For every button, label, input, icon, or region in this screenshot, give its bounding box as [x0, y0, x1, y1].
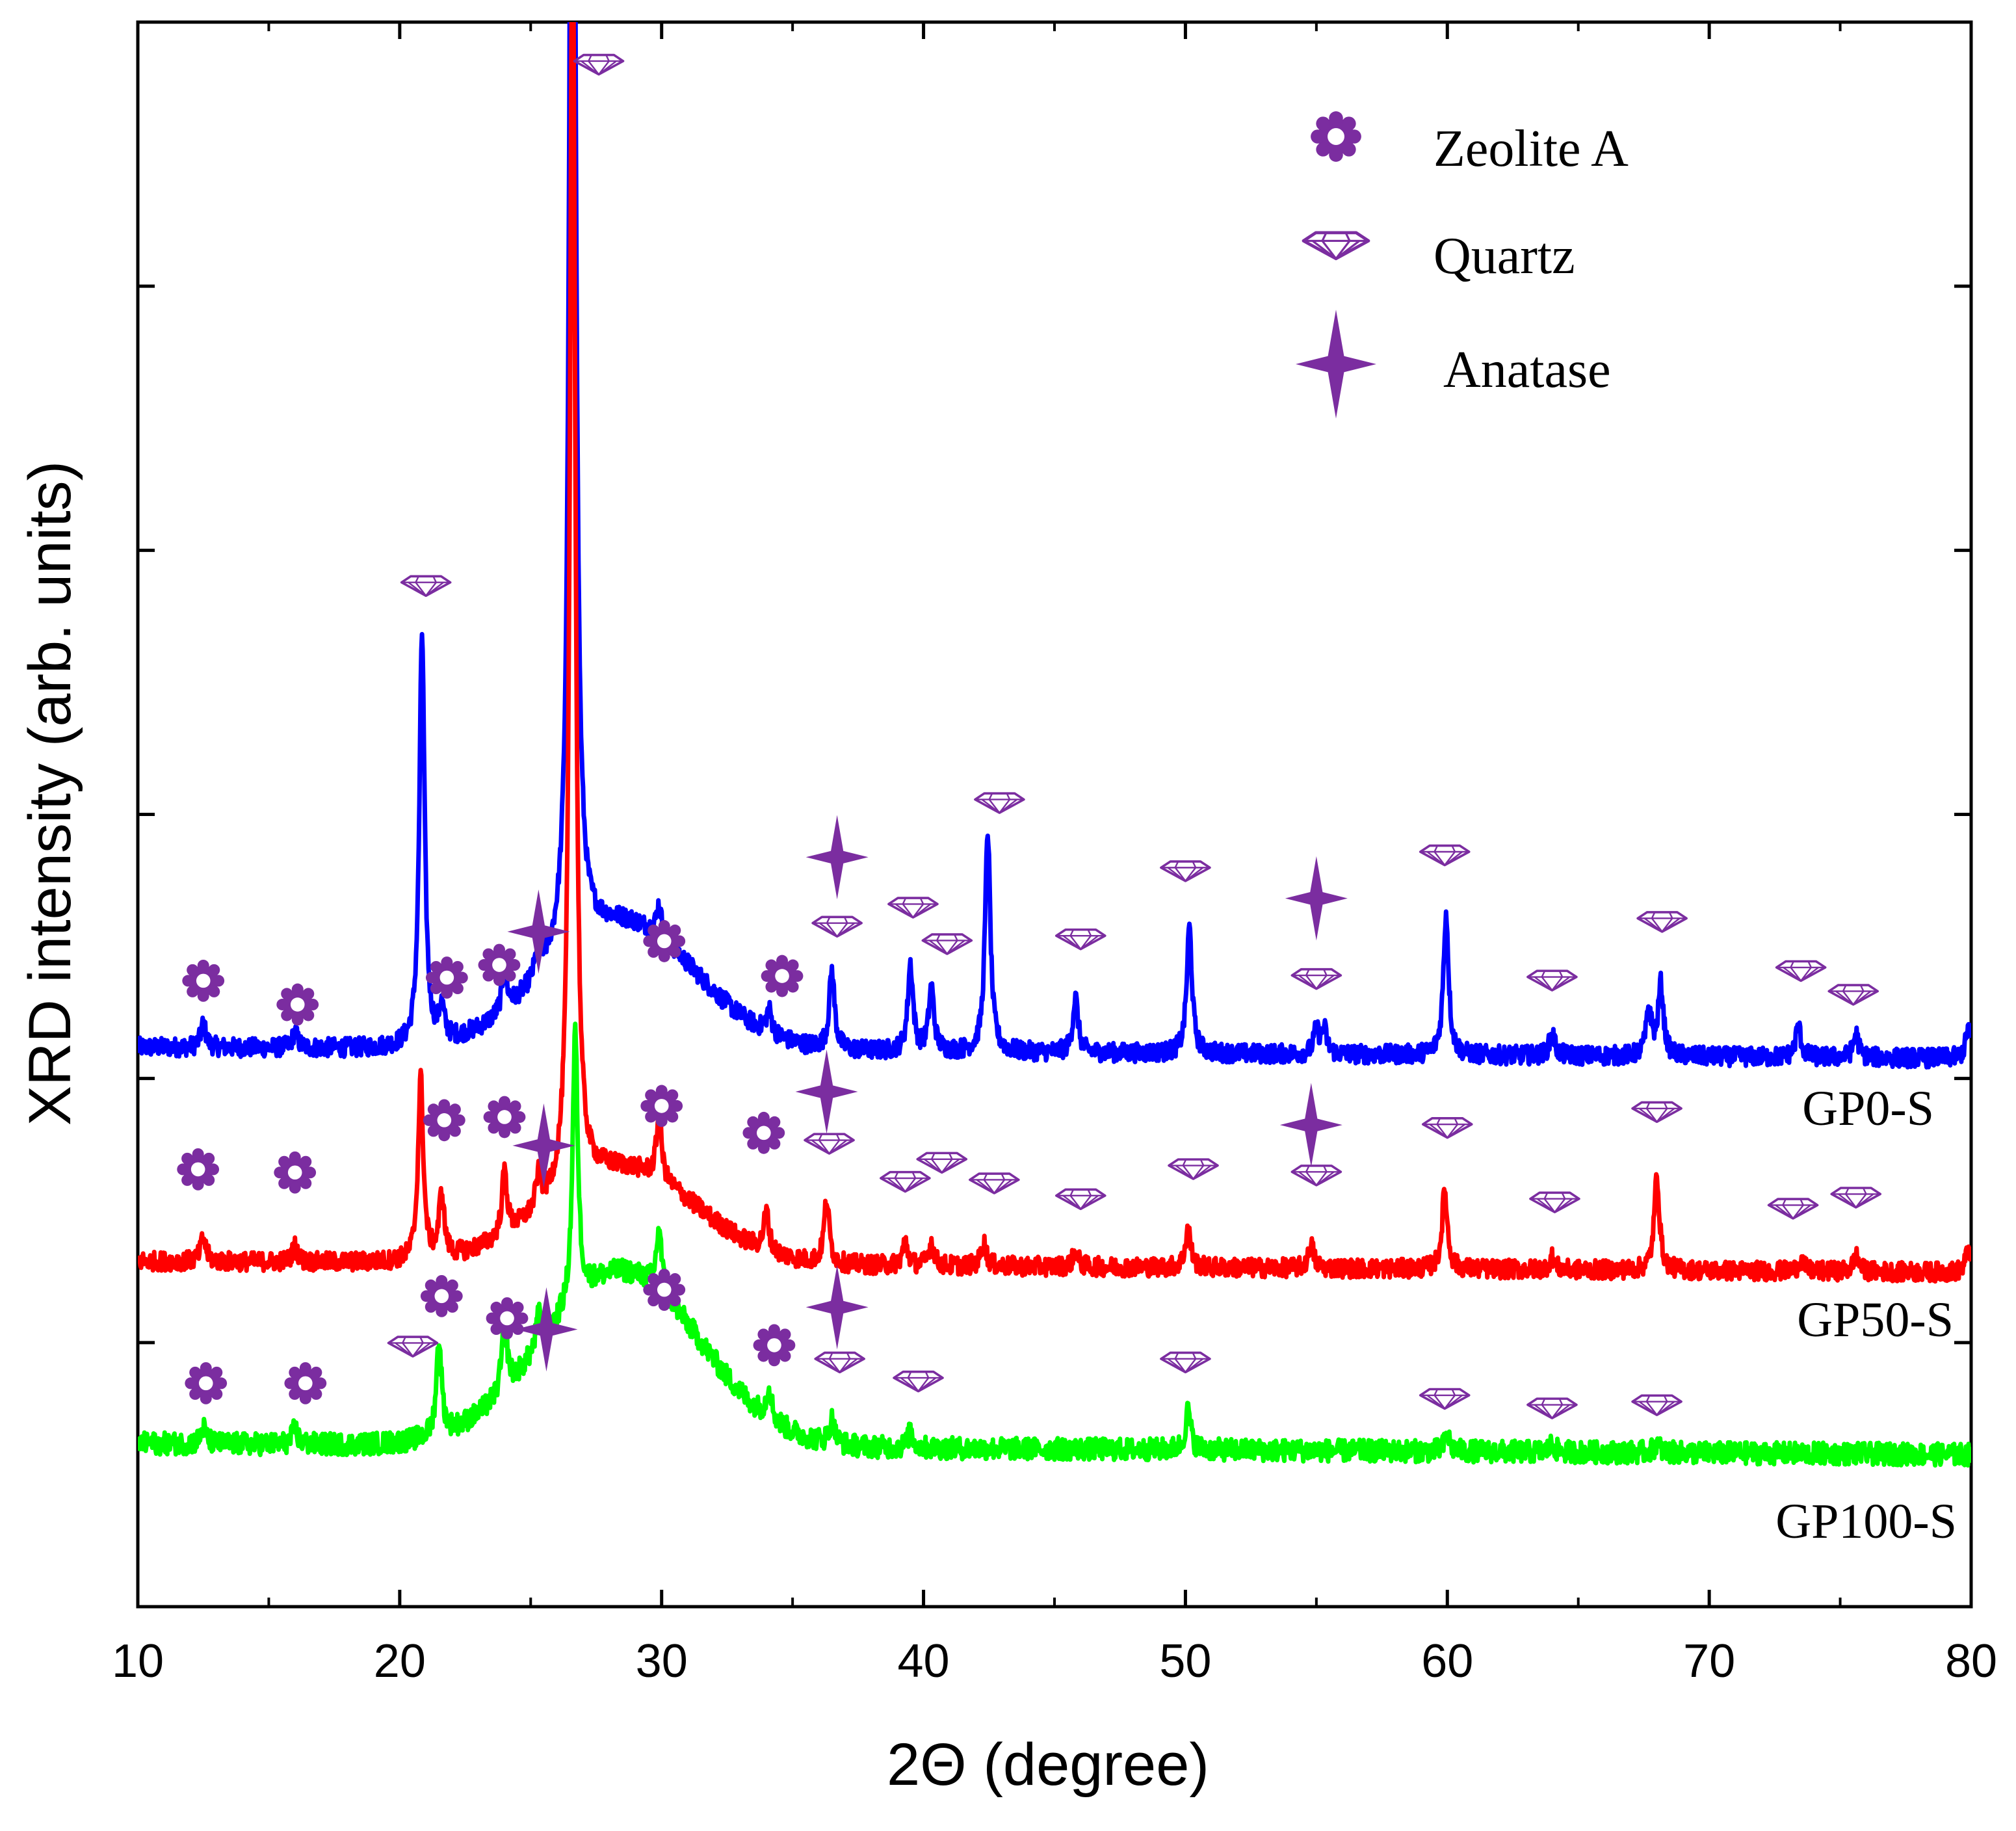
legend-markers: [1296, 111, 1376, 419]
gear-icon: [185, 1362, 228, 1404]
legend: Zeolite A Quartz Anatase: [1296, 111, 1629, 419]
star-icon: [805, 1265, 869, 1350]
diamond-icon: [387, 1336, 439, 1358]
series-line-gp0-s: [138, 22, 1971, 1070]
gear-icon: [420, 1274, 463, 1317]
diamond-icon: [974, 792, 1025, 814]
diamond-icon: [811, 916, 863, 938]
gear-icon: [274, 1151, 317, 1194]
plot-frame: [136, 20, 1973, 1609]
diamond-icon: [1160, 1351, 1211, 1374]
diamond-icon: [1421, 1116, 1473, 1139]
diamond-icon: [1631, 1394, 1682, 1416]
diamond-icon: [1529, 1191, 1580, 1214]
diamond-icon: [1636, 911, 1688, 933]
x-tick-label: 70: [1683, 1635, 1735, 1687]
x-tick-label: 60: [1421, 1635, 1473, 1687]
diamond-icon: [1054, 928, 1106, 951]
diamond-icon: [1160, 860, 1211, 882]
star-icon: [507, 889, 570, 974]
diamond-icon: [893, 1370, 944, 1393]
diamond-icon: [921, 933, 973, 955]
y-axis-title: XRD intensity (arb. units): [17, 461, 83, 1126]
diamond-icon: [916, 1152, 968, 1174]
legend-label-zeolite-a: Zeolite A: [1433, 120, 1629, 178]
legend-label-anatase: Anatase: [1443, 341, 1611, 399]
diamond-icon: [814, 1351, 865, 1374]
x-tick-label: 40: [898, 1635, 950, 1687]
diamond-icon: [1526, 1397, 1578, 1419]
series-label-gp0-s: GP0-S: [1802, 1081, 1934, 1136]
diamond-icon: [1767, 1198, 1819, 1220]
series-label-gp100-s: GP100-S: [1775, 1494, 1957, 1549]
diamond-icon: [1302, 231, 1370, 261]
diamond-icon: [1419, 844, 1471, 867]
diamond-icon: [880, 1170, 931, 1193]
diamond-icon: [1526, 969, 1578, 992]
x-tick-label: 10: [112, 1635, 164, 1687]
diamond-icon: [1631, 1101, 1682, 1124]
gear-icon: [425, 956, 468, 999]
gear-icon: [276, 983, 319, 1026]
diamond-icon: [1290, 968, 1342, 990]
x-tick-label: 50: [1159, 1635, 1211, 1687]
diamond-icon: [1290, 1165, 1342, 1187]
diamond-icon: [1419, 1388, 1471, 1410]
star-icon: [1279, 1083, 1342, 1167]
star-icon: [795, 1049, 858, 1134]
gear-icon: [742, 1111, 785, 1154]
x-tick-label: 20: [374, 1635, 426, 1687]
gear-icon: [643, 1269, 686, 1311]
diamond-icon: [1775, 960, 1827, 982]
gear-icon: [483, 1096, 526, 1139]
diamond-icon: [573, 53, 625, 76]
series-line-gp50-s: [138, 22, 1971, 1284]
gear-icon: [478, 943, 521, 986]
gear-icon: [423, 1099, 465, 1142]
diamond-icon: [1168, 1158, 1219, 1180]
gear-icon: [284, 1362, 327, 1404]
ticks-layer: [136, 22, 1973, 1607]
star-icon: [1285, 856, 1348, 941]
x-tick-labels: 10 20 30 40 50 60 70 80: [112, 1635, 1997, 1687]
star-icon: [512, 1103, 575, 1188]
series-layer: [138, 22, 1971, 1468]
legend-label-quartz: Quartz: [1433, 228, 1575, 285]
diamond-icon: [1054, 1188, 1106, 1211]
series-line-gp100-s: [138, 1021, 1971, 1468]
diamond-icon: [1827, 984, 1879, 1006]
diamond-icon: [400, 575, 452, 598]
annotation-layer: [177, 53, 1882, 1419]
gear-icon: [761, 955, 804, 997]
diamond-icon: [1830, 1187, 1882, 1209]
gear-icon: [486, 1297, 529, 1339]
star-icon: [805, 815, 869, 900]
gear-icon: [177, 1148, 220, 1191]
diamond-icon: [804, 1133, 855, 1155]
gear-icon: [182, 959, 225, 1002]
x-tick-label: 30: [636, 1635, 688, 1687]
gear-icon: [1311, 111, 1361, 162]
star-icon: [1296, 310, 1376, 419]
gear-icon: [753, 1324, 796, 1367]
gear-icon: [640, 1085, 683, 1127]
star-icon: [515, 1287, 578, 1372]
diamond-icon: [887, 897, 939, 919]
gear-icon: [643, 920, 686, 962]
diamond-icon: [969, 1172, 1020, 1194]
x-tick-label: 80: [1945, 1635, 1997, 1687]
series-label-gp50-s: GP50-S: [1797, 1293, 1954, 1347]
x-axis-title: 2Θ (degree): [887, 1732, 1209, 1798]
